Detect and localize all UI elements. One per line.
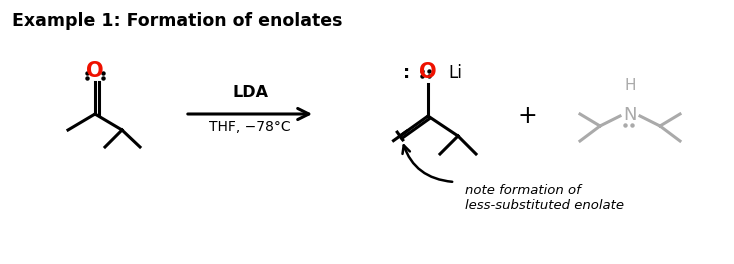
Text: LDA: LDA xyxy=(232,85,268,100)
Text: O: O xyxy=(419,62,437,82)
Text: THF, −78°C: THF, −78°C xyxy=(209,120,291,134)
Text: less-substituted enolate: less-substituted enolate xyxy=(465,199,624,212)
Text: Li: Li xyxy=(448,64,462,82)
Text: :: : xyxy=(404,64,410,82)
Text: note formation of: note formation of xyxy=(465,184,581,197)
Text: N: N xyxy=(623,106,637,124)
Text: H: H xyxy=(624,78,636,93)
FancyArrowPatch shape xyxy=(402,145,452,182)
Text: Example 1: Formation of enolates: Example 1: Formation of enolates xyxy=(12,12,343,30)
Text: O: O xyxy=(86,61,103,81)
Text: +: + xyxy=(517,104,537,128)
